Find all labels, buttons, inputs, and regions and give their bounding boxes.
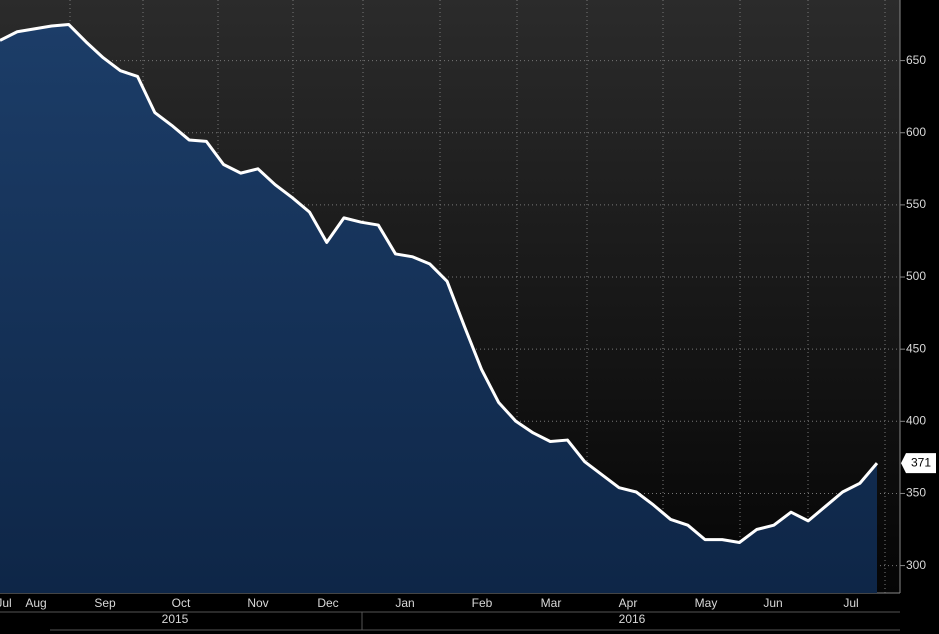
y-tick-label: 550	[906, 197, 926, 211]
x-tick-label: Oct	[172, 596, 191, 610]
x-tick-label: Jun	[763, 596, 782, 610]
x-tick-label: Mar	[541, 596, 562, 610]
x-tick-label: Jan	[395, 596, 414, 610]
y-tick-label: 500	[906, 269, 926, 283]
line	[0, 23, 879, 545]
y-tick-label: 650	[906, 53, 926, 67]
area	[0, 24, 877, 594]
last-value-box	[901, 453, 936, 474]
x-tick-label: Apr	[619, 596, 638, 610]
last-value-label: 371	[911, 455, 931, 469]
x-tick-label: Sep	[94, 596, 116, 610]
y-tick-label: 600	[906, 125, 926, 139]
x-tick-label: Jul	[0, 596, 12, 610]
y-tick-label: 300	[906, 558, 926, 572]
x-tick-label: Jul	[843, 596, 858, 610]
x-tick-label: Feb	[472, 596, 493, 610]
year-label: 2015	[162, 612, 189, 626]
x-tick-label: Dec	[317, 596, 338, 610]
year-label: 2016	[619, 612, 646, 626]
y-tick-label: 350	[906, 486, 926, 500]
y-tick-label: 400	[906, 413, 926, 427]
x-tick-label: Nov	[247, 596, 268, 610]
x-tick-label: May	[695, 596, 718, 610]
x-tick-label: Aug	[25, 596, 46, 610]
y-tick-label: 450	[906, 341, 926, 355]
